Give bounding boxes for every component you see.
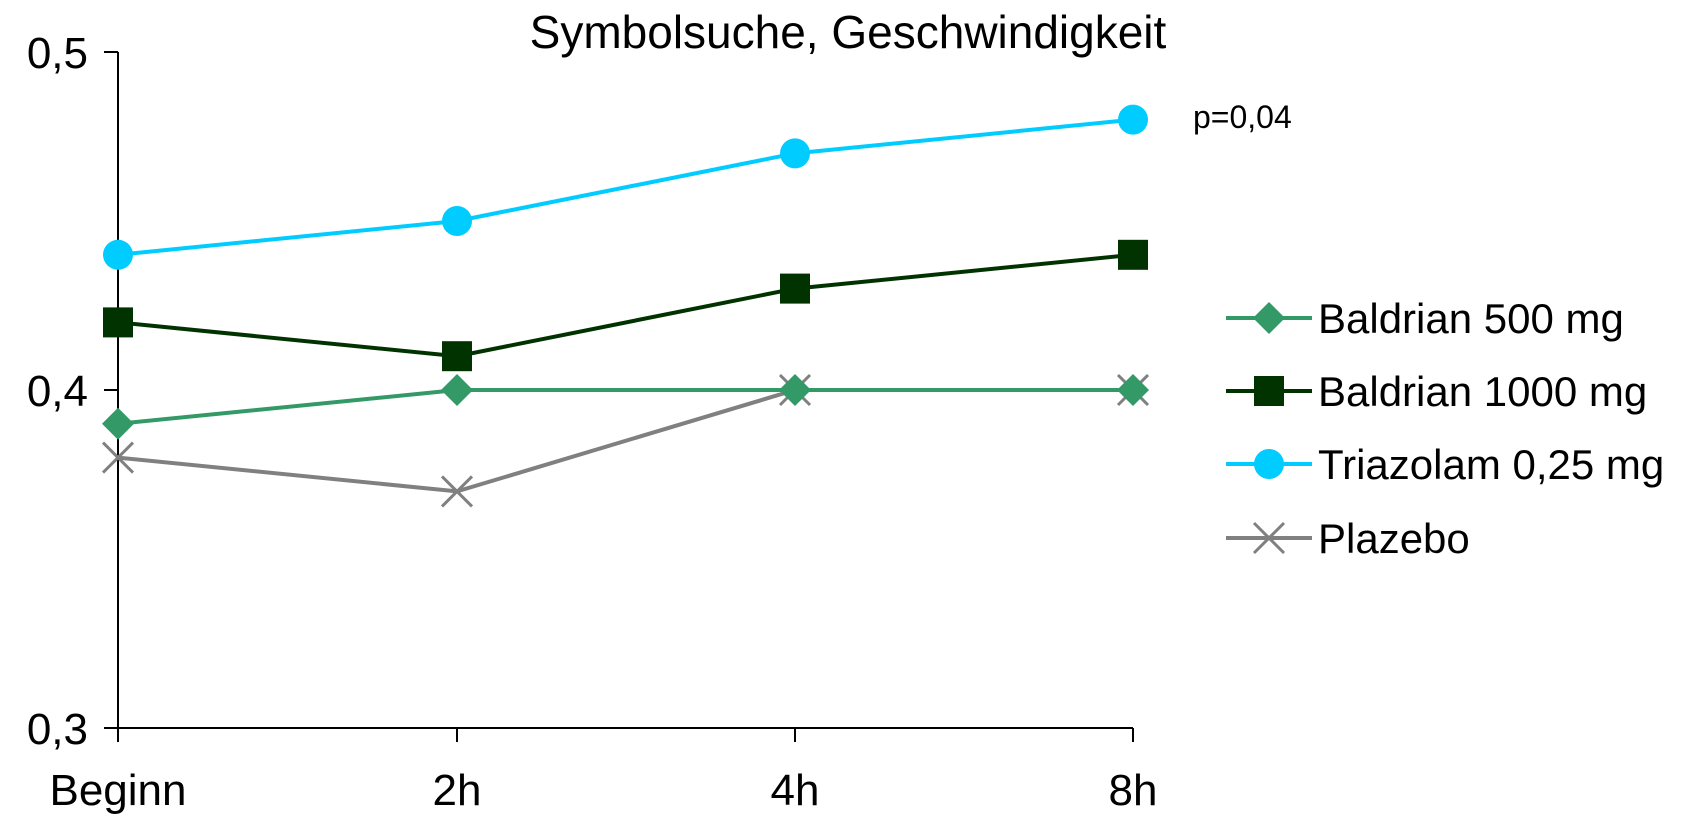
series-line bbox=[117, 388, 1133, 426]
legend-item: Triazolam 0,25 mg bbox=[1226, 441, 1664, 488]
data-point bbox=[1117, 374, 1149, 406]
x-marker-stroke bbox=[440, 475, 474, 508]
x-marker-stroke bbox=[101, 441, 135, 474]
data-point bbox=[442, 206, 472, 236]
data-point bbox=[1118, 239, 1148, 270]
series-line bbox=[117, 117, 1134, 257]
legend-item: Baldrian 500 mg bbox=[1226, 295, 1624, 342]
data-point bbox=[103, 239, 133, 270]
x-tick-label: 2h bbox=[433, 766, 482, 815]
y-tick-label: 0,3 bbox=[27, 705, 88, 754]
legend-label: Plazebo bbox=[1318, 515, 1470, 562]
data-point bbox=[102, 407, 134, 440]
data-point bbox=[442, 341, 472, 372]
legend-marker bbox=[1252, 521, 1286, 555]
series-baldrian-1000-mg bbox=[103, 239, 1148, 372]
y-tick-label: 0,4 bbox=[27, 367, 88, 416]
data-point bbox=[441, 374, 473, 406]
data-point bbox=[440, 475, 474, 508]
series-plazebo bbox=[101, 373, 1150, 508]
chart-title: Symbolsuche, Geschwindigkeit bbox=[530, 6, 1167, 58]
legend-label: Triazolam 0,25 mg bbox=[1318, 441, 1664, 488]
legend-label: Baldrian 1000 mg bbox=[1318, 368, 1647, 415]
legend-label: Baldrian 500 mg bbox=[1318, 295, 1624, 342]
axes: 0,3 0,4 0,5 Beginn 2h 4h 8h bbox=[27, 29, 1158, 815]
series-baldrian-500-mg bbox=[102, 374, 1149, 440]
series-layer bbox=[101, 104, 1150, 508]
data-point bbox=[779, 374, 811, 406]
data-point bbox=[780, 138, 810, 169]
data-point bbox=[1118, 104, 1148, 135]
x-tick-label: 8h bbox=[1109, 766, 1158, 815]
series-triazolam-0-25-mg bbox=[103, 104, 1148, 270]
x-marker-stroke bbox=[1252, 521, 1286, 555]
data-point bbox=[780, 273, 810, 304]
series-line bbox=[117, 252, 1134, 359]
legend-marker bbox=[1253, 302, 1285, 334]
x-tick-label: Beginn bbox=[49, 766, 186, 815]
annotation-p-value: p=0,04 bbox=[1193, 99, 1292, 135]
legend-marker bbox=[1254, 449, 1284, 479]
legend-item: Baldrian 1000 mg bbox=[1226, 368, 1647, 415]
x-tick-label: 4h bbox=[771, 766, 820, 815]
legend-item: Plazebo bbox=[1226, 515, 1470, 562]
data-point bbox=[101, 441, 135, 474]
series-line bbox=[117, 388, 1133, 494]
y-tick-label: 0,5 bbox=[27, 29, 88, 78]
legend-marker bbox=[1254, 376, 1284, 406]
legend: Baldrian 500 mg Baldrian 1000 mg Triazolam… bbox=[1226, 295, 1664, 562]
data-point bbox=[103, 307, 133, 338]
